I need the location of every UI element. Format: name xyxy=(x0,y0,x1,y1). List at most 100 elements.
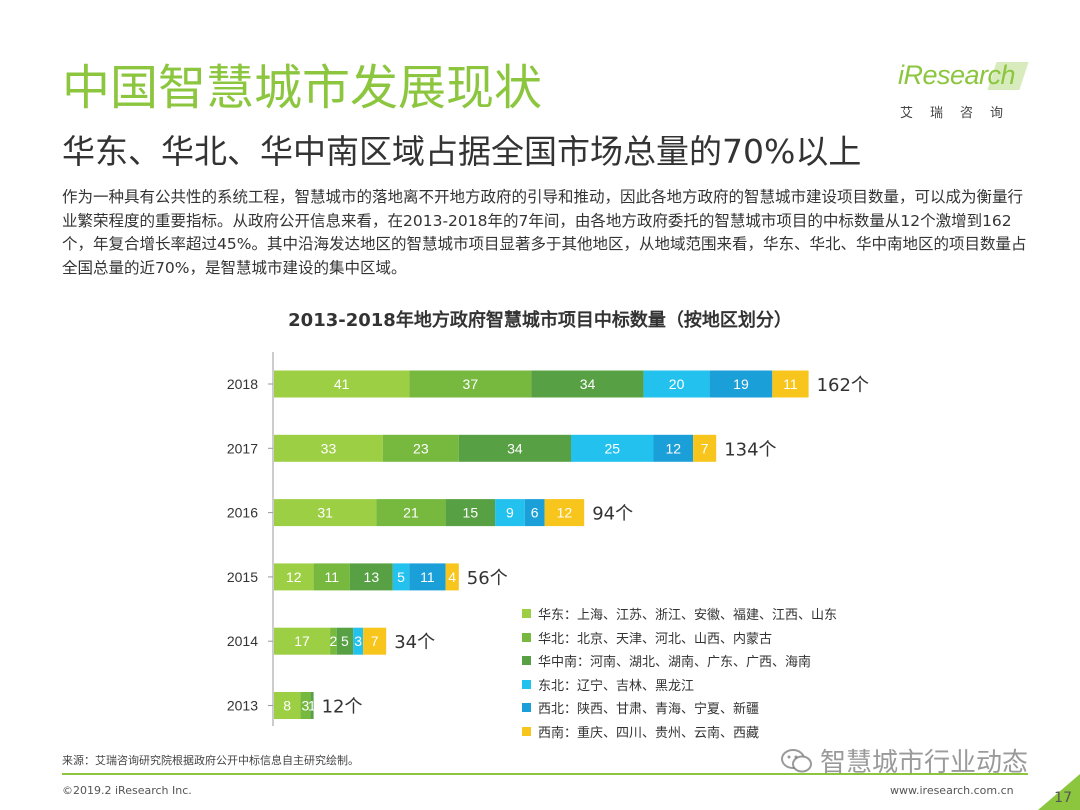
bar-segment-华中南 xyxy=(531,370,644,398)
page-number: 17 xyxy=(1054,790,1072,806)
bar-value-label: 25 xyxy=(604,440,620,456)
bar-value-label: 7 xyxy=(701,440,709,456)
bar-segment-华东 xyxy=(274,434,383,462)
page-subtitle: 华东、华北、华中南区域占据全国市场总量的70%以上 xyxy=(62,132,862,171)
legend-swatch xyxy=(522,609,531,619)
bar-segment-东北 xyxy=(571,434,654,462)
chart-title: 2013-2018年地方政府智慧城市项目中标数量（按地区划分） xyxy=(288,310,792,331)
bar-value-label: 4 xyxy=(448,569,456,585)
bar-value-label: 3 xyxy=(354,633,362,649)
legend-item: 西北：陕西、甘肃、青海、宁夏、新疆 xyxy=(522,696,837,720)
legend-label: 西北：陕西、甘肃、青海、宁夏、新疆 xyxy=(538,702,760,718)
bar-segment-华东 xyxy=(274,499,377,527)
bar-segment-华北 xyxy=(376,499,446,527)
logo-cn: 艾瑞咨询 xyxy=(900,106,1021,121)
bar-total-label: 162个 xyxy=(817,375,869,396)
wechat-icon xyxy=(781,748,812,772)
legend-label: 东北：辽宁、吉林、黑龙江 xyxy=(538,678,695,694)
bar-total-label: 34个 xyxy=(394,632,435,653)
bar-segment-华东 xyxy=(274,370,410,398)
iresearch-logo: iResearch 艾瑞咨询 xyxy=(894,58,1034,130)
source-note: 来源：艾瑞咨询研究院根据政府公开中标信息自主研究绘制。 xyxy=(62,754,359,767)
bar-total-label: 12个 xyxy=(322,697,363,718)
bar-segment-东北 xyxy=(392,563,410,591)
bar-value-label: 31 xyxy=(317,505,333,521)
bar-segment-西北 xyxy=(409,563,446,591)
bar-value-label: 17 xyxy=(294,633,310,649)
website-link[interactable]: www.iresearch.com.cn xyxy=(890,784,1014,797)
bar-value-label: 15 xyxy=(463,505,479,521)
bar-value-label: 7 xyxy=(371,633,379,649)
bar-segment-西南 xyxy=(693,434,717,462)
bar-value-label: 11 xyxy=(324,569,339,585)
bar-segment-西南 xyxy=(544,499,585,527)
category-label: 2014 xyxy=(227,633,258,649)
bar-segment-华中南 xyxy=(336,627,354,655)
bar-value-label: 37 xyxy=(463,376,479,392)
bar-value-label: 20 xyxy=(669,376,685,392)
legend-item: 华北：北京、天津、河北、山西、内蒙古 xyxy=(522,626,837,650)
bar-segment-华中南 xyxy=(349,563,393,591)
bar-segment-西南 xyxy=(772,370,809,398)
bar-segment-东北 xyxy=(353,627,364,655)
bar-segment-华北 xyxy=(300,692,311,719)
wechat-watermark: 智慧城市行业动态 xyxy=(780,742,1028,779)
bar-value-label: 13 xyxy=(364,569,380,585)
logo-text: iResearch xyxy=(898,60,1016,90)
legend-item: 华中南：河南、湖北、湖南、广东、广西、海南 xyxy=(522,649,837,673)
bar-value-label: 9 xyxy=(506,505,514,521)
bar-segment-华北 xyxy=(313,563,350,591)
legend-swatch xyxy=(522,679,531,689)
bar-value-label: 12 xyxy=(666,440,682,456)
page-title: 中国智慧城市发展现状 xyxy=(62,60,543,116)
bar-segment-西北 xyxy=(524,499,545,527)
bar-value-label: 33 xyxy=(321,440,337,456)
legend-label: 华北：北京、天津、河北、山西、内蒙古 xyxy=(538,631,773,647)
bar-total-label: 94个 xyxy=(592,504,633,525)
copyright-text: ©2019.2 iResearch Inc. xyxy=(62,784,192,797)
bar-segment-西北 xyxy=(709,370,773,398)
bar-segment-华北 xyxy=(382,434,459,462)
bar-value-label: 5 xyxy=(397,569,405,585)
bar-segment-东北 xyxy=(495,499,525,527)
legend-label: 华东：上海、江苏、浙江、安徽、福建、江西、山东 xyxy=(538,608,838,624)
bar-value-label: 3 xyxy=(301,698,309,714)
legend-swatch xyxy=(522,703,531,713)
bar-segment-华北 xyxy=(330,627,337,655)
category-label: 2017 xyxy=(227,440,258,456)
bar-segment-华中南 xyxy=(445,499,496,527)
bar-segment-华东 xyxy=(274,627,331,655)
category-label: 2016 xyxy=(227,505,258,521)
watermark-text: 智慧城市行业动态 xyxy=(820,748,1029,778)
bar-value-label: 23 xyxy=(413,440,429,456)
bar-value-label: 34 xyxy=(580,376,596,392)
bar-total-label: 56个 xyxy=(467,568,508,589)
description-paragraph: 作为一种具有公共性的系统工程，智慧城市的落地离不开地方政府的引导和推动，因此各地… xyxy=(62,188,1027,277)
bar-value-label: 12 xyxy=(286,569,302,585)
bar-total-label: 134个 xyxy=(724,439,776,460)
legend-swatch xyxy=(522,726,531,736)
category-label: 2018 xyxy=(227,376,258,392)
bar-value-label: 11 xyxy=(420,569,435,585)
legend-item: 西南：重庆、四川、贵州、云南、西藏 xyxy=(522,720,837,744)
bar-value-label: 8 xyxy=(283,698,291,714)
bar-segment-华北 xyxy=(409,370,532,398)
legend-label: 西南：重庆、四川、贵州、云南、西藏 xyxy=(538,725,760,741)
bar-segment-西南 xyxy=(445,563,459,591)
bar-value-label: 19 xyxy=(733,376,749,392)
bar-value-label: 12 xyxy=(557,505,573,521)
bar-value-label: 2 xyxy=(330,633,338,649)
bar-value-label: 21 xyxy=(403,505,419,521)
bar-segment-西北 xyxy=(653,434,694,462)
bar-segment-东北 xyxy=(643,370,710,398)
legend-label: 华中南：河南、湖北、湖南、广东、广西、海南 xyxy=(538,655,812,671)
category-label: 2015 xyxy=(227,569,258,585)
bar-value-label: 41 xyxy=(334,376,350,392)
bar-value-label: 34 xyxy=(507,440,523,456)
footer-divider xyxy=(62,773,1028,775)
legend-item: 华东：上海、江苏、浙江、安徽、福建、江西、山东 xyxy=(522,602,837,626)
bar-segment-西南 xyxy=(363,627,387,655)
bar-value-label: 11 xyxy=(783,376,798,392)
category-label: 2013 xyxy=(227,698,258,714)
legend-swatch xyxy=(522,632,531,642)
